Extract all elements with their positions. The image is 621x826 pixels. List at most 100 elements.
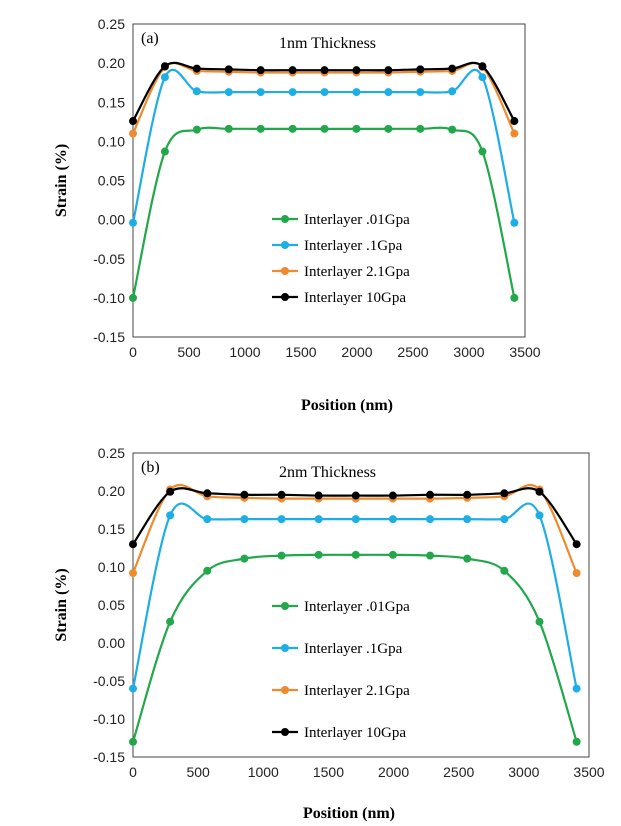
legend-label: Interlayer .1Gpa (304, 641, 403, 657)
x-tick-label: 0 (129, 344, 137, 360)
y-tick-label: 0.05 (98, 597, 125, 613)
y-tick-label: 0.25 (98, 445, 125, 461)
data-point (384, 66, 393, 75)
legend-label: Interlayer 2.1Gpa (304, 683, 410, 699)
data-point (224, 124, 233, 133)
data-point (203, 566, 212, 575)
x-tick-label: 3000 (453, 344, 484, 360)
data-point (129, 684, 137, 693)
series-4 (129, 487, 581, 549)
data-point (478, 147, 487, 156)
y-tick-label: -0.10 (93, 711, 125, 727)
data-point (277, 490, 286, 499)
legend-label: Interlayer .01Gpa (304, 599, 410, 615)
y-tick-label: 0.10 (98, 559, 125, 575)
y-tick-label: 0.15 (98, 521, 125, 537)
data-point (352, 124, 361, 133)
data-point (388, 491, 397, 500)
data-point (129, 117, 137, 126)
data-point (426, 490, 435, 499)
data-point (320, 88, 329, 97)
data-point (388, 550, 397, 559)
data-point (129, 737, 137, 746)
y-tick-label: 0.00 (98, 635, 125, 651)
data-point (535, 511, 544, 520)
legend-label: Interlayer 10Gpa (304, 725, 406, 741)
data-point (203, 515, 212, 524)
data-point (277, 515, 286, 524)
x-tick-label: 2000 (341, 344, 372, 360)
chart-panel-b: 0.25 0.20 0.15 0.10 0.05 0.00 -0.05 -0.10 -0.150… (53, 445, 605, 822)
x-tick-label: 1000 (248, 764, 279, 780)
series-2 (129, 502, 581, 693)
data-point (160, 147, 169, 156)
legend-swatch-marker (281, 602, 289, 610)
data-point (448, 64, 457, 73)
data-point (572, 569, 581, 578)
data-point (129, 540, 137, 549)
data-point (351, 515, 360, 524)
legend-swatch-marker (281, 293, 289, 301)
data-point (288, 88, 297, 97)
data-point (320, 124, 329, 133)
x-tick-label: 3000 (508, 764, 539, 780)
chart-panel-a: 0.25 0.20 0.15 0.10 0.05 0.00 -0.05 -0.10 -0.150… (53, 16, 541, 414)
data-point (463, 490, 472, 499)
data-point (166, 617, 175, 626)
panel-title: 2nm Thickness (279, 464, 376, 481)
data-point (478, 62, 487, 71)
data-point (166, 511, 175, 520)
plot-frame (132, 452, 590, 758)
data-point (500, 489, 509, 498)
series-line (131, 502, 578, 689)
legend-label: Interlayer .1Gpa (304, 238, 403, 254)
data-point (314, 491, 323, 500)
data-point (224, 65, 233, 74)
data-point (426, 551, 435, 560)
data-point (314, 515, 323, 524)
data-point (240, 490, 249, 499)
series-4 (129, 61, 519, 126)
data-point (463, 515, 472, 524)
data-point (416, 65, 425, 74)
data-point (351, 550, 360, 559)
data-point (203, 489, 212, 498)
data-point (192, 87, 201, 96)
data-point (384, 124, 393, 133)
data-point (240, 554, 249, 563)
data-point (510, 218, 519, 227)
legend-swatch-marker (281, 728, 289, 736)
data-point (256, 66, 265, 75)
y-tick-label: -0.05 (93, 251, 125, 267)
data-point (224, 88, 233, 97)
legend-label: Interlayer .01Gpa (304, 212, 410, 228)
plot-frame (132, 23, 526, 338)
y-tick-label: 0.00 (98, 212, 125, 228)
y-tick-label: -0.15 (93, 329, 125, 345)
y-tick-label: -0.15 (93, 749, 125, 765)
data-point (535, 617, 544, 626)
data-point (416, 88, 425, 97)
panel-label: (a) (141, 30, 159, 47)
y-tick-label: 0.15 (98, 94, 125, 110)
data-point (535, 487, 544, 496)
data-point (240, 515, 249, 524)
data-point (388, 515, 397, 524)
data-point (572, 737, 581, 746)
data-point (129, 218, 137, 227)
data-point (510, 293, 519, 302)
y-tick-label: 0.05 (98, 173, 125, 189)
data-point (192, 64, 201, 73)
panel-label: (b) (141, 459, 160, 476)
legend-swatch-marker (281, 267, 289, 275)
series-1 (129, 124, 519, 302)
x-tick-label: 1500 (313, 764, 344, 780)
data-point (256, 124, 265, 133)
data-point (351, 491, 360, 500)
data-point (572, 684, 581, 693)
data-point (448, 125, 457, 134)
data-point (352, 88, 361, 97)
data-point (129, 569, 137, 578)
data-point (500, 566, 509, 575)
